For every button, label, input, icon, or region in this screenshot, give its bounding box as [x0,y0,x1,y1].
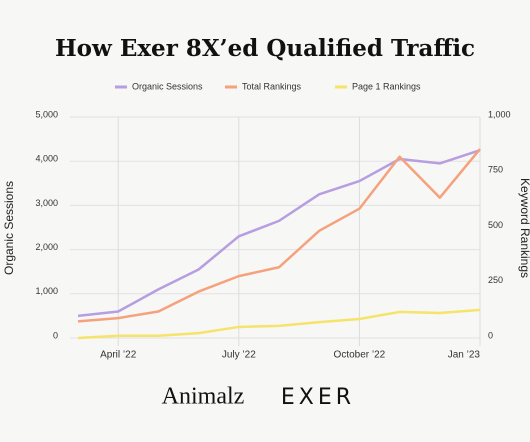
series-line [77,148,481,318]
x-tick-label: October ’22 [334,350,386,361]
x-tick-label: Jan ’23 [448,350,481,361]
y-tick-label: 5,000 [35,109,58,119]
y-tick-label: 3,000 [35,198,58,208]
y-axis-title: Organic Sessions [2,181,16,275]
x-tick-label: April ’22 [100,350,137,361]
y-tick-label: 2,000 [35,242,58,252]
y2-tick-label: 750 [488,165,503,175]
y2-axis-title: Keyword Rankings [518,178,530,278]
series-line [77,148,481,323]
y2-tick-label: 250 [488,275,503,285]
y-tick-label: 4,000 [35,154,58,164]
series-line [77,308,481,340]
y2-tick-label: 500 [488,220,503,230]
y-tick-label: 0 [53,330,58,340]
legend-label: Organic Sessions [132,81,203,91]
logo-exer: EXER [281,385,355,410]
y2-tick-label: 0 [488,330,493,340]
x-tick-label: July ’22 [222,350,256,361]
legend-label: Page 1 Rankings [352,81,421,91]
logo-animalz: Animalz [162,384,245,410]
legend-label: Total Rankings [242,81,302,91]
chart-title: How Exer 8X’ed Qualified Traffic [55,35,475,62]
y-tick-label: 1,000 [35,286,58,296]
y2-tick-label: 1,000 [488,109,511,119]
